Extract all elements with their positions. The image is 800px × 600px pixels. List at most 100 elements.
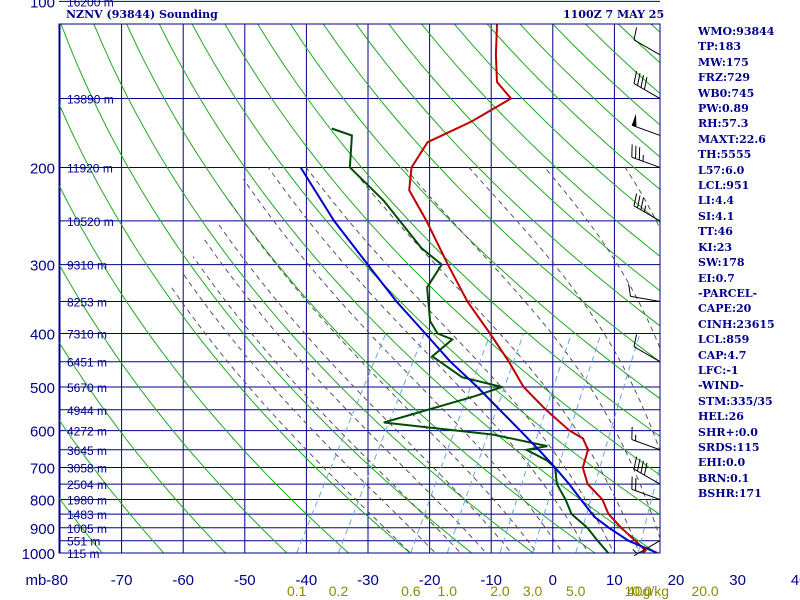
wind-barbs bbox=[628, 27, 661, 557]
wind-barb bbox=[633, 334, 661, 363]
dry-adiabat-line bbox=[59, 496, 103, 553]
moist-adiabat-line bbox=[305, 167, 615, 553]
height-tick-label: 3645 m bbox=[67, 444, 107, 458]
pressure-tick-label: 700 bbox=[30, 461, 55, 478]
wind-barb bbox=[631, 144, 661, 168]
wind-barb-full bbox=[643, 77, 648, 90]
index-item: CAPE:20 bbox=[698, 302, 752, 316]
temperature-tick-label: -10 bbox=[480, 572, 502, 589]
dry-adiabat-line bbox=[126, 24, 596, 553]
plot-frame bbox=[58, 23, 661, 554]
mixing-ratio-line bbox=[575, 333, 641, 553]
moist-adiabat-line bbox=[228, 200, 538, 553]
sounding-time: 1100Z 7 MAY 25 bbox=[563, 8, 665, 21]
index-item: SHR+:0.0 bbox=[698, 425, 758, 439]
pressure-tick-label: 200 bbox=[30, 160, 55, 177]
wind-barb-full bbox=[636, 458, 641, 472]
mixing-ratio-line bbox=[410, 333, 491, 553]
index-item: MAXT:22.6 bbox=[698, 132, 766, 146]
wind-barb bbox=[633, 71, 661, 99]
moist-adiabat-line bbox=[544, 167, 660, 350]
index-item: TH:5555 bbox=[698, 148, 752, 162]
temperature-tick-label: -70 bbox=[111, 572, 133, 589]
wind-barb-full bbox=[633, 193, 638, 207]
height-tick-label: 11920 m bbox=[67, 161, 113, 175]
mixing-ratio-tick-label: 20.0 bbox=[691, 583, 718, 599]
mixing-ratio-tick-label: 3.0 bbox=[523, 583, 543, 599]
index-item: KI:23 bbox=[698, 240, 733, 254]
dry-adiabat-line bbox=[158, 24, 658, 553]
temperature-line bbox=[408, 24, 648, 553]
wind-barb-full bbox=[636, 195, 641, 209]
mixing-ratio-tick-label: 0.6 bbox=[401, 583, 421, 599]
wind-barb-staff bbox=[633, 39, 661, 56]
temperature-tick-label: 30 bbox=[729, 572, 746, 589]
mixing-ratio-line bbox=[532, 333, 602, 553]
index-item: WMO:93844 bbox=[698, 25, 775, 38]
index-item: PW:0.89 bbox=[698, 102, 749, 116]
wind-barb bbox=[633, 193, 661, 222]
index-item: FRZ:729 bbox=[698, 71, 751, 85]
mixing-ratio-tick-label: 5.0 bbox=[566, 583, 586, 599]
index-item: CINH:23615 bbox=[698, 317, 775, 331]
index-item: WB0:745 bbox=[698, 86, 755, 100]
index-item: RH:57.3 bbox=[698, 117, 749, 131]
dry-adiabat-line bbox=[60, 24, 473, 553]
index-item: L57:6.0 bbox=[698, 163, 745, 177]
height-tick-label: 1980 m bbox=[67, 494, 107, 508]
index-item: LCL:951 bbox=[698, 179, 750, 193]
height-tick-label: 6451 m bbox=[67, 356, 107, 370]
moist-adiabat-line bbox=[350, 167, 640, 553]
moist-adiabat-line bbox=[171, 287, 412, 553]
mixing-ratio-line bbox=[338, 333, 425, 553]
index-item: BRN:0.1 bbox=[698, 471, 750, 485]
moist-adiabat-line bbox=[215, 220, 513, 553]
dry-adiabat-line bbox=[59, 102, 411, 553]
wind-barb-pennant bbox=[631, 113, 637, 127]
index-item: TP:183 bbox=[698, 40, 742, 54]
wind-barb-staff bbox=[631, 439, 661, 451]
height-tick-label: 10520 m bbox=[67, 215, 114, 229]
height-tick-label: 1483 m bbox=[67, 508, 107, 522]
mixing-ratio-tick-label: 40g/kg bbox=[627, 583, 669, 599]
wind-barb-full bbox=[640, 75, 644, 88]
index-item: EI:0.7 bbox=[698, 271, 735, 285]
wind-barb-full bbox=[633, 71, 638, 84]
index-item: SW:178 bbox=[698, 256, 745, 270]
index-item: -PARCEL- bbox=[698, 286, 758, 300]
pressure-tick-label: 100 bbox=[30, 0, 55, 11]
mixing-ratio-line bbox=[296, 333, 387, 553]
height-tick-label: 8253 m bbox=[67, 296, 107, 310]
index-item: LI:4.4 bbox=[698, 194, 735, 208]
moist-adiabat-line bbox=[203, 239, 487, 553]
temperature-tick-label: -20 bbox=[419, 572, 441, 589]
temperature-tick-label: 10 bbox=[606, 572, 623, 589]
pressure-tick-label: 800 bbox=[30, 493, 55, 510]
wind-barb-staff bbox=[633, 468, 661, 485]
pressure-tick-label: 900 bbox=[30, 521, 55, 538]
wind-barb-full bbox=[633, 334, 638, 347]
mixing-ratio-tick-label: 0.2 bbox=[329, 583, 349, 599]
height-tick-label: 7310 m bbox=[67, 327, 107, 341]
index-item: SI:4.1 bbox=[698, 209, 735, 223]
wind-barb bbox=[631, 476, 661, 501]
moist-adiabat-line bbox=[404, 167, 660, 540]
index-item: BSHR:171 bbox=[698, 487, 762, 501]
pressure-tick-label: 1000 bbox=[22, 546, 55, 563]
dewpoint-line bbox=[331, 127, 609, 553]
isobar-grid bbox=[59, 0, 660, 554]
moist-adiabat-line bbox=[181, 272, 437, 553]
dry-adiabat-line bbox=[257, 24, 660, 437]
dry-adiabat-line bbox=[355, 24, 660, 327]
wind-barb-full bbox=[628, 283, 631, 297]
index-item: -WIND- bbox=[698, 379, 744, 393]
wind-barb-staff bbox=[633, 205, 661, 222]
height-tick-label: 115 m bbox=[67, 547, 99, 561]
index-item: LCL:859 bbox=[698, 333, 750, 347]
dry-adiabat-line bbox=[59, 341, 227, 553]
wind-barb bbox=[631, 113, 661, 136]
dry-adiabat-line bbox=[191, 24, 660, 516]
wind-barb-staff bbox=[633, 346, 661, 363]
